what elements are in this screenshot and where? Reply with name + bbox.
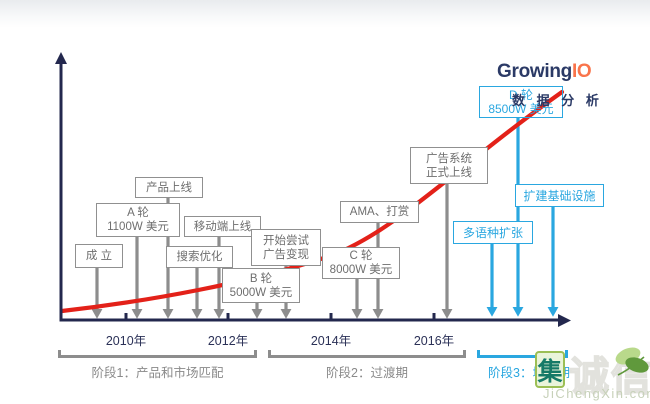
stage2-label: 阶段2：过渡期 xyxy=(326,366,408,380)
milestone-infrastructure-expansion: 扩建基础设施 xyxy=(515,184,604,207)
milestone-series-c: C 轮 8000W 美元 xyxy=(322,247,400,279)
milestone-mobile-launch: 移动端上线 xyxy=(184,216,261,237)
stage2-bracket xyxy=(268,350,466,358)
milestone-ad-system-launch: 广告系统 正式上线 xyxy=(410,147,488,184)
watermark-leaf-icon xyxy=(615,347,649,376)
y-axis-arrowhead xyxy=(55,52,67,64)
milestone-product-launch: 产品上线 xyxy=(135,177,203,198)
watermark-badge: 集 xyxy=(535,351,565,388)
growingio-logo: GrowingIO xyxy=(497,61,592,83)
milestone-series-a: A 轮 1100W 美元 xyxy=(96,203,180,237)
year-label-2016: 2016年 xyxy=(413,334,455,348)
milestone-ad-monetization-trial: 开始尝试 广告变现 xyxy=(251,229,321,266)
year-label-2012: 2012年 xyxy=(207,334,249,348)
x-axis-arrowhead xyxy=(558,314,571,327)
stage1-label: 阶段1：产品和市场匹配 xyxy=(91,366,224,380)
year-label-2010: 2010年 xyxy=(105,334,147,348)
blue-connector-arrows xyxy=(486,117,559,317)
milestone-multilingual-expansion: 多语种扩张 xyxy=(453,221,533,244)
stage3-bracket xyxy=(477,350,568,358)
logo-tagline: 数 据 分 析 xyxy=(512,93,603,108)
milestone-search-optimization: 搜索优化 xyxy=(166,246,233,268)
stage1-bracket xyxy=(58,350,257,358)
year-label-2014: 2014年 xyxy=(310,334,352,348)
milestone-ama-tipping: AMA、打赏 xyxy=(340,201,419,223)
logo-text-accent: IO xyxy=(571,61,592,82)
axes xyxy=(59,60,560,322)
watermark-url: JiChengXin.com xyxy=(543,386,650,401)
milestone-founded: 成 立 xyxy=(75,244,123,268)
logo-text-main: Growing xyxy=(497,61,572,82)
milestone-series-b: B 轮 5000W 美元 xyxy=(222,268,300,303)
milestone-series-d: D 轮 8500W 美元 xyxy=(479,86,563,118)
top-gradient xyxy=(0,0,650,28)
